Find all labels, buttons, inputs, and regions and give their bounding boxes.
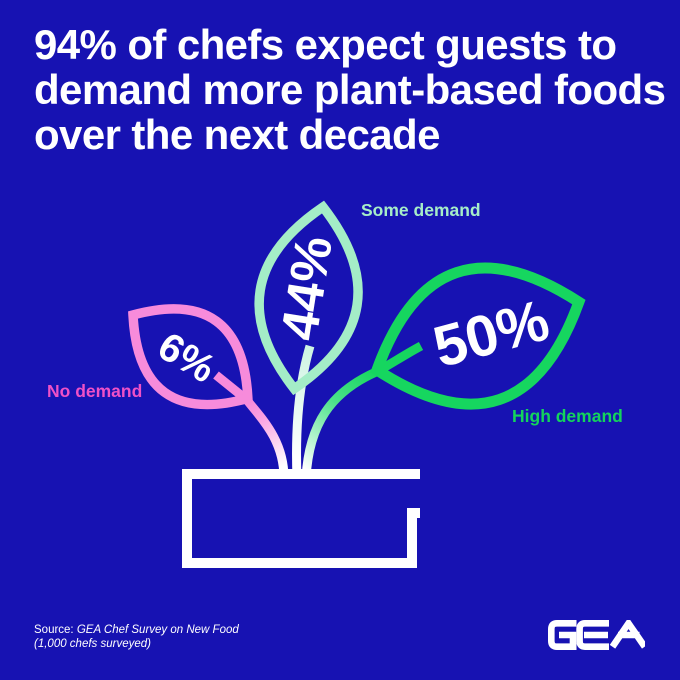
some-demand-leaf [254, 200, 363, 396]
source-label: Source: [34, 624, 74, 636]
source-line-1: Source: GEA Chef Survey on New Food [34, 623, 239, 637]
some-demand-stem [292, 344, 315, 479]
source-text: GEA Chef Survey on New Food [76, 624, 239, 636]
gea-logo-letter-a [609, 620, 645, 649]
source-line-2: (1,000 chefs surveyed) [34, 638, 151, 650]
label-no-demand: No demand [47, 381, 143, 401]
high-demand-stem [301, 342, 424, 479]
gea-logo: GEA [548, 620, 645, 650]
high-demand-leaf [370, 262, 586, 410]
headline-line-3: over the next decade [34, 111, 440, 158]
no-demand-value: 6% [150, 324, 222, 391]
plant-pot [182, 469, 420, 568]
headline-line-1: 94% of chefs expect guests to [34, 21, 617, 68]
headline-line-2: demand more plant-based foods [34, 66, 666, 113]
gea-logo-letter-g [548, 620, 577, 650]
high-demand-value: 50% [427, 287, 556, 380]
headline: 94% of chefs expect guests to demand mor… [34, 21, 666, 158]
label-high-demand: High demand [512, 406, 623, 426]
gea-logo-letter-e [576, 620, 609, 650]
no-demand-leaf [128, 304, 253, 410]
source-note: Source: GEA Chef Survey on New Food (1,0… [34, 623, 239, 651]
label-some-demand: Some demand [361, 200, 481, 220]
